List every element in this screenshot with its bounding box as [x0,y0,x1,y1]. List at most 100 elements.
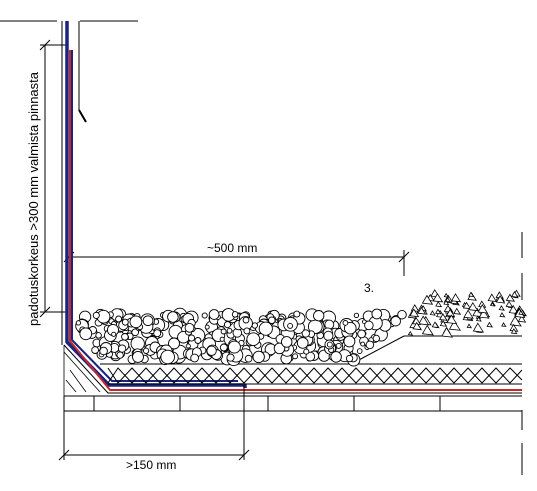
crushed-stone-piece [429,310,436,316]
gravel-pebble [343,335,356,348]
crushed-stone-piece [462,301,472,310]
gravel-pebble [223,321,232,329]
crushed-stone [407,289,527,338]
gravel-pebble [226,353,235,362]
crushed-stone-piece [509,315,522,327]
gravel-pebble [194,337,202,344]
gravel-pebble [344,321,357,335]
gravel-pebble [184,322,195,333]
gravel-pebble [231,311,239,318]
gravel-pebble [185,343,191,349]
dimension-150 [58,385,250,461]
crushed-stone-piece [444,297,452,303]
gravel-pebble [168,337,180,350]
crushed-stone-piece [441,327,453,338]
crushed-stone-piece [439,320,448,327]
vertical-dimension-label: padotuskorkeus >300 mm valmista pinnasta [26,71,41,326]
crushed-stone-piece [418,315,430,326]
gravel-pebble [115,315,123,323]
gravel-pebble [190,353,199,363]
gravel-pebble [246,332,261,347]
crushed-stone-piece [505,293,516,302]
gravel-pebble [364,320,374,331]
gravel-pebble [313,310,325,322]
gravel-pebble [292,353,299,360]
gravel-pebble [91,346,99,354]
crushed-stone-piece [453,307,462,315]
gravel-pebble [167,311,179,323]
gravel-pebble [323,330,334,341]
gravel-pebble [252,350,265,364]
gravel-pebble [116,351,124,359]
gravel-pebble [121,333,129,341]
crushed-stone-piece [517,315,527,323]
crushed-stone-piece [472,322,485,333]
gravel-pebble [372,334,380,343]
gravel-pebble [303,348,310,355]
gravel-pebble [219,336,225,342]
gravel-edge [354,335,522,363]
gravel-pebble [353,312,360,319]
crushed-stone-piece [463,309,474,319]
crushed-stone-piece [478,309,490,319]
crushed-stone-piece [498,305,505,311]
gravel-pebble [99,346,108,356]
gravel-pebble [227,340,241,354]
gravel-fill [75,307,407,367]
crushed-stone-piece [477,304,489,314]
gravel-pebble [357,329,366,339]
gravel-pebble [204,324,210,330]
crushed-stone-piece [417,306,427,315]
crushed-stone-piece [421,294,434,305]
gravel-pebble [365,340,375,350]
vertical-dimension [39,39,68,318]
gravel-pebble [251,322,258,329]
gravel-pebble [129,315,143,329]
crushed-stone-piece [499,312,506,318]
gravel-pebble [142,347,150,354]
gravel-pebble [287,322,294,329]
gravel-pebble [360,341,366,347]
gravel-pebble [335,342,342,349]
crushed-stone-piece [468,302,479,312]
crushed-stone-piece [487,293,498,302]
gravel-pebble [142,315,154,327]
crushed-stone-piece [412,321,422,331]
gravel-pebble [187,334,196,342]
crushed-stone-piece [501,322,507,327]
crushed-stone-piece [432,293,444,303]
crushed-stone-piece [468,291,475,297]
crushed-stone-piece [435,301,443,308]
gravel-pebble [345,354,354,363]
crushed-stone-piece [443,292,450,298]
dimension-150-label: >150 mm [126,458,176,472]
gravel-pebble [390,315,401,327]
crushed-stone-piece [446,314,458,325]
gravel-pebble [273,342,286,355]
gravel-pebble [330,351,342,363]
gravel-pebble [268,316,276,324]
gravel-pebble [342,320,349,326]
gravel-pebble [130,336,145,351]
crushed-stone-piece [518,310,524,315]
gravel-pebble [280,336,293,348]
gravel-pebble [208,309,220,320]
gravel-pebble [326,341,333,348]
crushed-stone-piece [466,323,472,329]
gravel-pebble [153,329,162,338]
crushed-stone-piece [410,304,420,312]
gravel-pebble [92,311,100,319]
crushed-stone-piece [450,293,462,303]
gravel-pebble [242,316,250,324]
gravel-pebble [226,327,233,334]
crushed-stone-piece [448,320,461,331]
flashing-strip [78,21,87,123]
gravel-pebble [121,318,129,326]
gravel-pebble [160,349,175,365]
crushed-stone-piece [475,316,482,322]
gravel-pebble [371,308,383,320]
crushed-stone-piece [495,295,506,304]
gravel-pebble [244,354,253,363]
gravel-pebble [131,328,140,337]
